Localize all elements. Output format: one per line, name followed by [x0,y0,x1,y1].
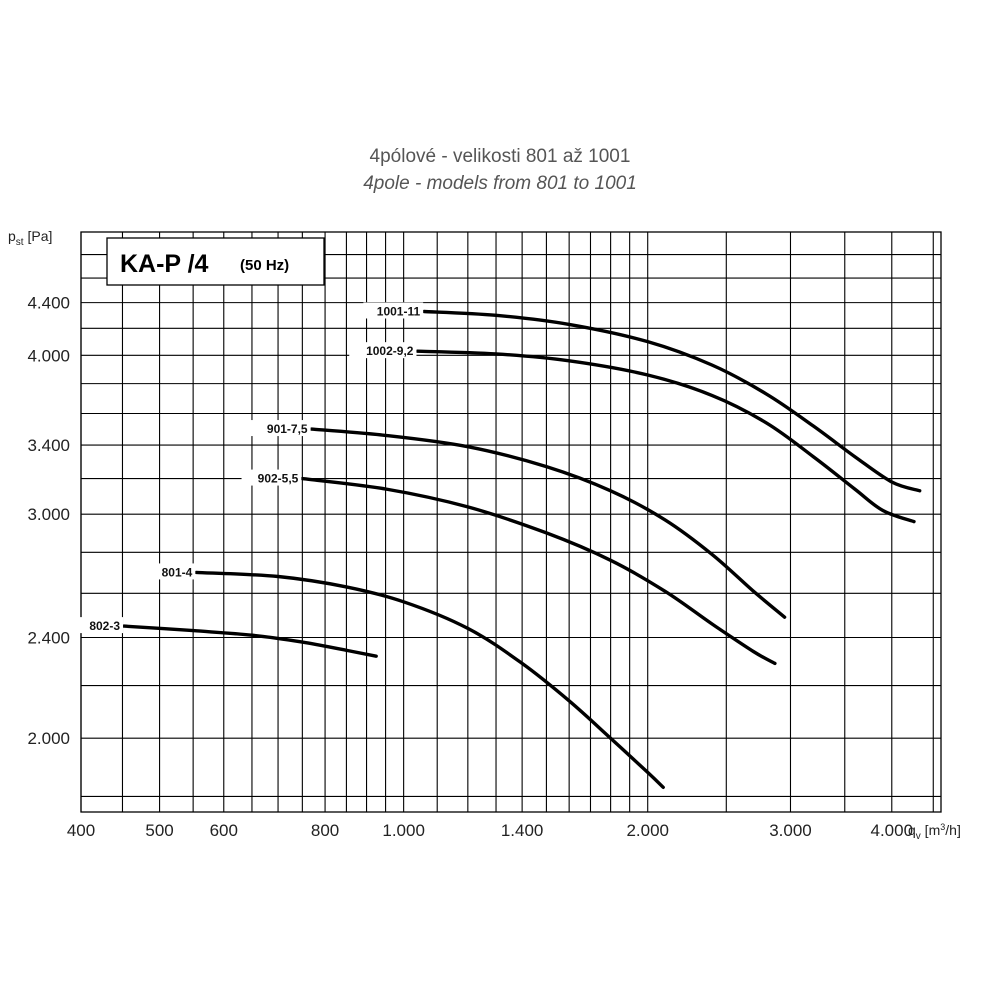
x-tick-label: 4.000 [871,821,914,840]
x-tick-label: 1.000 [382,821,425,840]
chart-title-czech: 4pólové - velikosti 801 až 1001 [369,146,631,167]
y-axis-unit: [Pa] [24,228,53,244]
y-axis-subscript: st [16,237,24,248]
series-label-bg [363,302,424,319]
model-badge: KA-P /4 (50 Hz) [106,237,325,286]
y-tick-label: 2.400 [27,628,70,647]
series-label: 1001-11 [377,304,421,318]
plot-frame [80,231,942,813]
x-tick-label: 600 [210,821,238,840]
series-label-bg [241,469,302,486]
curve-1001-11 [422,309,922,493]
badge-model: KA-P /4 [120,250,209,278]
series-label: 901-7,5 [267,422,308,436]
series-label: 902-5,5 [258,472,299,486]
x-tick-label: 2.000 [626,821,669,840]
fan-curves: 1001-11 1002-9,2 901-7,5 902-5,5 801-4 802-3 [78,302,922,789]
series-label: 1002-9,2 [366,344,414,358]
series-label-bg [150,563,196,580]
x-axis-symbol: q [908,822,916,838]
curve-1002-9-2 [415,349,916,524]
curve-801-4 [194,570,665,789]
badge-frame [106,237,325,286]
x-tick-label: 3.000 [769,821,812,840]
x-tick-label: 800 [311,821,339,840]
y-axis-symbol: p [8,228,16,244]
series-label-bg [250,420,311,437]
series-label: 801-4 [162,565,193,579]
x-axis-subscript: v [916,831,921,842]
curve-802-3 [122,624,378,658]
x-axis-unit-close: /h] [945,822,961,838]
grid-lines [80,232,941,812]
series-label: 802-3 [89,619,120,633]
x-tick-label: 500 [145,821,173,840]
curve-901-7-5 [309,427,787,619]
y-tick-label: 3.400 [27,436,70,455]
y-axis-label: pst [Pa] [8,228,52,248]
tick-labels: 400 500 600 800 1.000 1.400 2.000 3.000 4.000 2.0… [27,294,913,840]
series-label-bg [349,342,417,359]
x-tick-label: 1.400 [501,821,544,840]
x-axis-unit-open: [m [921,822,940,838]
x-axis-label: qv [m3/h] [908,822,961,842]
y-tick-label: 4.400 [27,294,70,313]
series-label-bg [78,617,124,634]
y-tick-label: 4.000 [27,346,70,365]
badge-frequency: (50 Hz) [240,257,289,274]
curve-902-5-5 [300,476,777,666]
x-tick-label: 400 [67,821,95,840]
chart-title-english: 4pole - models from 801 to 1001 [363,173,637,194]
x-axis-unit-exponent: 3 [940,822,945,832]
y-tick-label: 2.000 [27,729,70,748]
y-tick-label: 3.000 [27,505,70,524]
